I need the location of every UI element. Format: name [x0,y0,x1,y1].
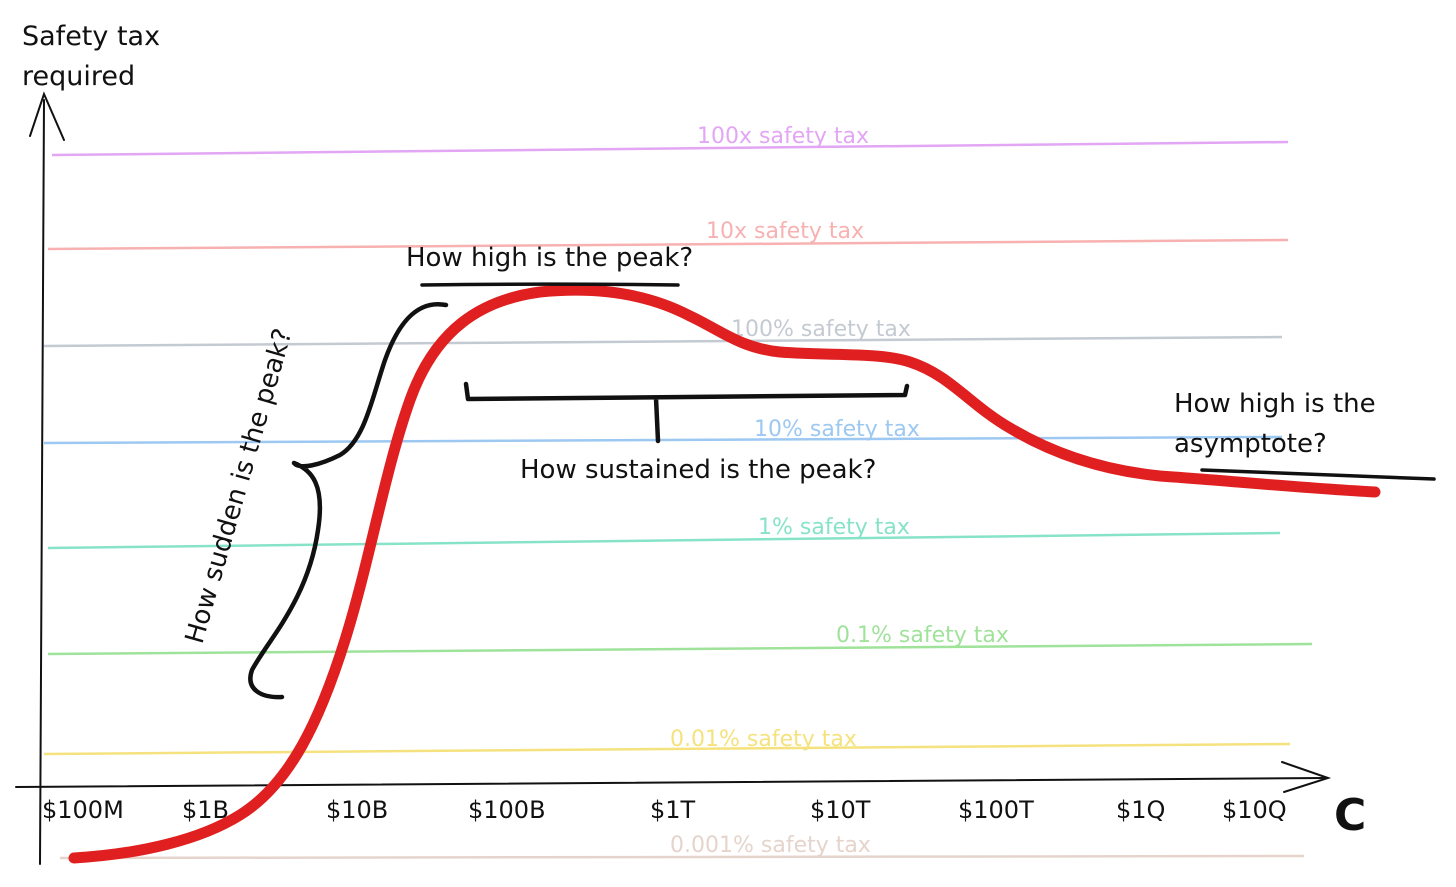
y-axis-arrowhead [29,91,65,141]
ref-line-0.01pct [43,742,1291,756]
peak-height-question: How high is the peak? [406,243,693,273]
ref-label-1pct: 1% safety tax [758,515,910,540]
reference-lines [43,140,1313,860]
x-axis [15,777,1327,788]
asymptote-marker [1200,468,1436,481]
ref-line-0.1pct [47,642,1313,656]
asymptote-question-line2: asymptote? [1174,429,1327,459]
ref-label-10x: 10x safety tax [706,219,864,244]
asymptote-annotation: How high is the asymptote? [1174,389,1436,481]
peak-height-annotation: How high is the peak? [406,243,693,287]
asymptote-question-line1: How high is the [1174,389,1376,419]
reference-labels: 100x safety tax 10x safety tax 100% safe… [670,124,1009,858]
y-axis-title-line1: Safety tax [22,21,160,52]
ref-line-1pct [47,531,1281,550]
ref-line-10pct [43,435,1283,445]
axes [15,91,1332,865]
x-axis-label: C [1334,790,1366,841]
ref-line-10x [47,238,1289,251]
safety-tax-curve [68,284,1381,864]
peak-height-marker [420,282,680,287]
x-tick-3: $100B [468,796,546,824]
y-axis-title-line2: required [22,61,135,92]
x-tick-5: $10T [810,796,871,824]
peak-sustained-bracket [463,381,910,444]
x-tick-2: $10B [326,796,388,824]
peak-suddenness-question: How sudden is the peak? [180,325,299,647]
x-tick-7: $1Q [1116,796,1165,824]
peak-sustained-annotation: How sustained is the peak? [463,381,910,485]
y-axis [39,99,45,865]
x-axis-arrowhead [1281,761,1332,793]
ref-label-0.001pct: 0.001% safety tax [670,833,871,858]
ref-label-100pct: 100% safety tax [731,317,911,342]
x-tick-6: $100T [958,796,1034,824]
x-ticks: $100M $1B $10B $100B $1T $10T $100T $1Q $10Q [42,796,1287,824]
x-tick-4: $1T [650,796,696,824]
peak-suddenness-brace [248,301,449,700]
ref-line-100x [51,140,1289,157]
peak-sustained-question: How sustained is the peak? [520,455,876,485]
ref-label-10pct: 10% safety tax [754,417,920,442]
peak-suddenness-annotation: How sudden is the peak? [180,301,449,700]
ref-label-100x: 100x safety tax [697,124,869,149]
ref-label-0.01pct: 0.01% safety tax [670,727,857,752]
ref-label-0.1pct: 0.1% safety tax [836,623,1009,648]
ref-line-0.001pct [59,854,1305,860]
x-tick-0: $100M [42,796,124,824]
x-tick-8: $10Q [1222,796,1287,824]
ref-line-100pct [43,335,1283,348]
